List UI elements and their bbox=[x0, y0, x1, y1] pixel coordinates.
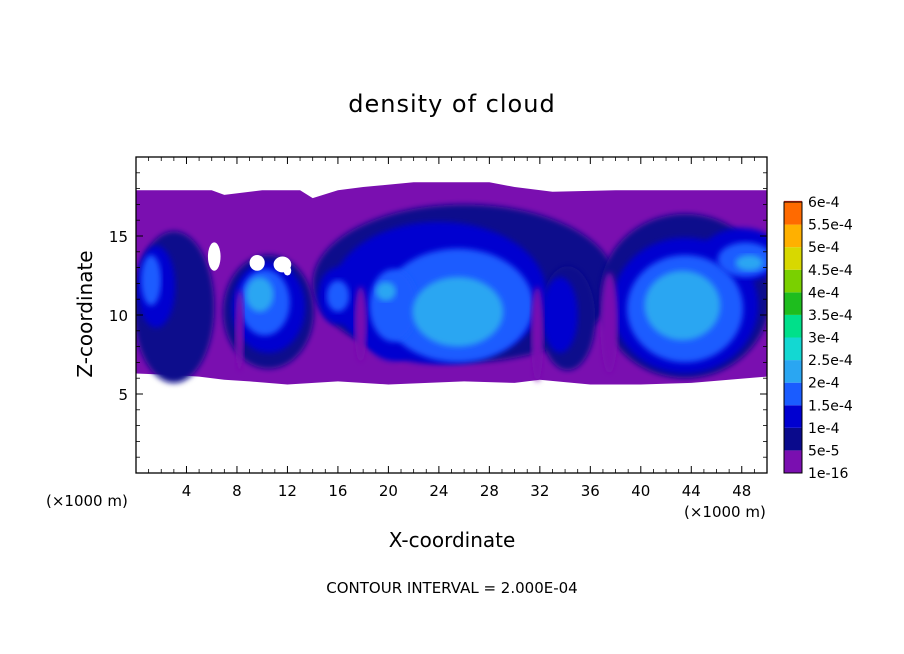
colorbar-label: 1.5e-4 bbox=[808, 398, 853, 414]
contour-region-1.5e-4 bbox=[326, 280, 350, 312]
contour-region-1e-16 bbox=[235, 289, 244, 372]
colorbar-label: 1e-4 bbox=[808, 421, 840, 437]
contour-region-1e-16 bbox=[531, 286, 544, 382]
contour-region-2e-4 bbox=[245, 277, 274, 312]
colorbar-swatch-5e-4 bbox=[784, 224, 802, 248]
colorbar-label: 3.5e-4 bbox=[808, 308, 853, 324]
x-axis-label: X-coordinate bbox=[389, 528, 516, 552]
colorbar-swatch-3.5e-4 bbox=[784, 292, 802, 315]
colorbar-label: 2e-4 bbox=[808, 376, 840, 392]
colorbar-label: 3e-4 bbox=[808, 331, 840, 347]
colorbar-swatch-2e-4 bbox=[784, 360, 802, 383]
y-tick-label: 10 bbox=[109, 307, 128, 325]
colorbar-swatch-4e-4 bbox=[784, 269, 802, 293]
x-tick-label: 8 bbox=[232, 482, 242, 500]
x-unit-left: (×1000 m) bbox=[46, 492, 128, 510]
x-axis-ticks: 4 8 12 16 20 24 28 32 36 40 44 48 bbox=[148, 157, 755, 500]
x-tick-label: 44 bbox=[682, 482, 701, 500]
colorbar: 1e-16 5e-5 1e-4 1.5e-4 2e-4 2.5e-4 3e-4 3.5e-4 4… bbox=[783, 195, 853, 482]
cloud-density-field bbox=[136, 182, 767, 385]
x-tick-label: 12 bbox=[278, 482, 297, 500]
x-tick-label: 20 bbox=[379, 482, 398, 500]
contour-region-1.5e-4 bbox=[369, 269, 418, 342]
colorbar-label: 6e-4 bbox=[808, 195, 840, 211]
x-tick-label: 40 bbox=[631, 482, 650, 500]
colorbar-frame bbox=[783, 201, 803, 474]
clear-air-region bbox=[283, 266, 292, 276]
colorbar-label: 5.5e-4 bbox=[808, 218, 853, 234]
contour-region-2e-4 bbox=[375, 281, 396, 301]
colorbar-label: 5e-5 bbox=[808, 443, 839, 459]
x-unit-right: (×1000 m) bbox=[684, 503, 766, 521]
x-tick-label: 16 bbox=[328, 482, 347, 500]
colorbar-label: 2.5e-4 bbox=[808, 353, 853, 369]
y-tick-label: 15 bbox=[109, 228, 128, 246]
colorbar-label: 4e-4 bbox=[808, 285, 840, 301]
colorbar-swatch-1e-16 bbox=[784, 450, 802, 473]
y-axis-label: Z-coordinate bbox=[73, 250, 97, 377]
chart-title: density of cloud bbox=[348, 90, 555, 118]
contour-region-2e-4 bbox=[735, 255, 764, 271]
colorbar-swatch-4.5e-4 bbox=[784, 247, 802, 270]
colorbar-swatch-2.5e-4 bbox=[784, 337, 802, 361]
contour-interval-note: CONTOUR INTERVAL = 2.000E-04 bbox=[326, 579, 577, 597]
clear-air-region bbox=[249, 254, 265, 271]
contour-region-1.5e-4 bbox=[141, 254, 162, 306]
colorbar-label: 1e-16 bbox=[808, 466, 848, 482]
x-tick-label: 32 bbox=[530, 482, 549, 500]
clear-air-region bbox=[207, 242, 221, 271]
x-tick-label: 24 bbox=[429, 482, 448, 500]
colorbar-swatch-1.5e-4 bbox=[784, 382, 802, 406]
x-tick-label: 48 bbox=[732, 482, 751, 500]
x-tick-label: 36 bbox=[581, 482, 600, 500]
y-axis-ticks: 5 10 15 bbox=[109, 172, 767, 458]
y-tick-label: 5 bbox=[118, 386, 128, 404]
contour-region-1e-16 bbox=[600, 272, 619, 374]
colorbar-swatch-5e-5 bbox=[784, 427, 802, 451]
contour-region-2e-4 bbox=[644, 270, 721, 341]
x-tick-label: 28 bbox=[480, 482, 499, 500]
plot-area bbox=[136, 157, 767, 473]
x-tick-label: 4 bbox=[182, 482, 192, 500]
colorbar-swatch-1e-4 bbox=[784, 405, 802, 428]
colorbar-swatch-5.5e-4 bbox=[784, 202, 802, 225]
contour-region-1e-16 bbox=[354, 286, 367, 363]
colorbar-label: 5e-4 bbox=[808, 240, 840, 256]
contour-region-2e-4 bbox=[412, 277, 504, 347]
contour-region-1e-4 bbox=[542, 277, 578, 353]
colorbar-label: 4.5e-4 bbox=[808, 263, 853, 279]
colorbar-swatch-3e-4 bbox=[784, 314, 802, 338]
